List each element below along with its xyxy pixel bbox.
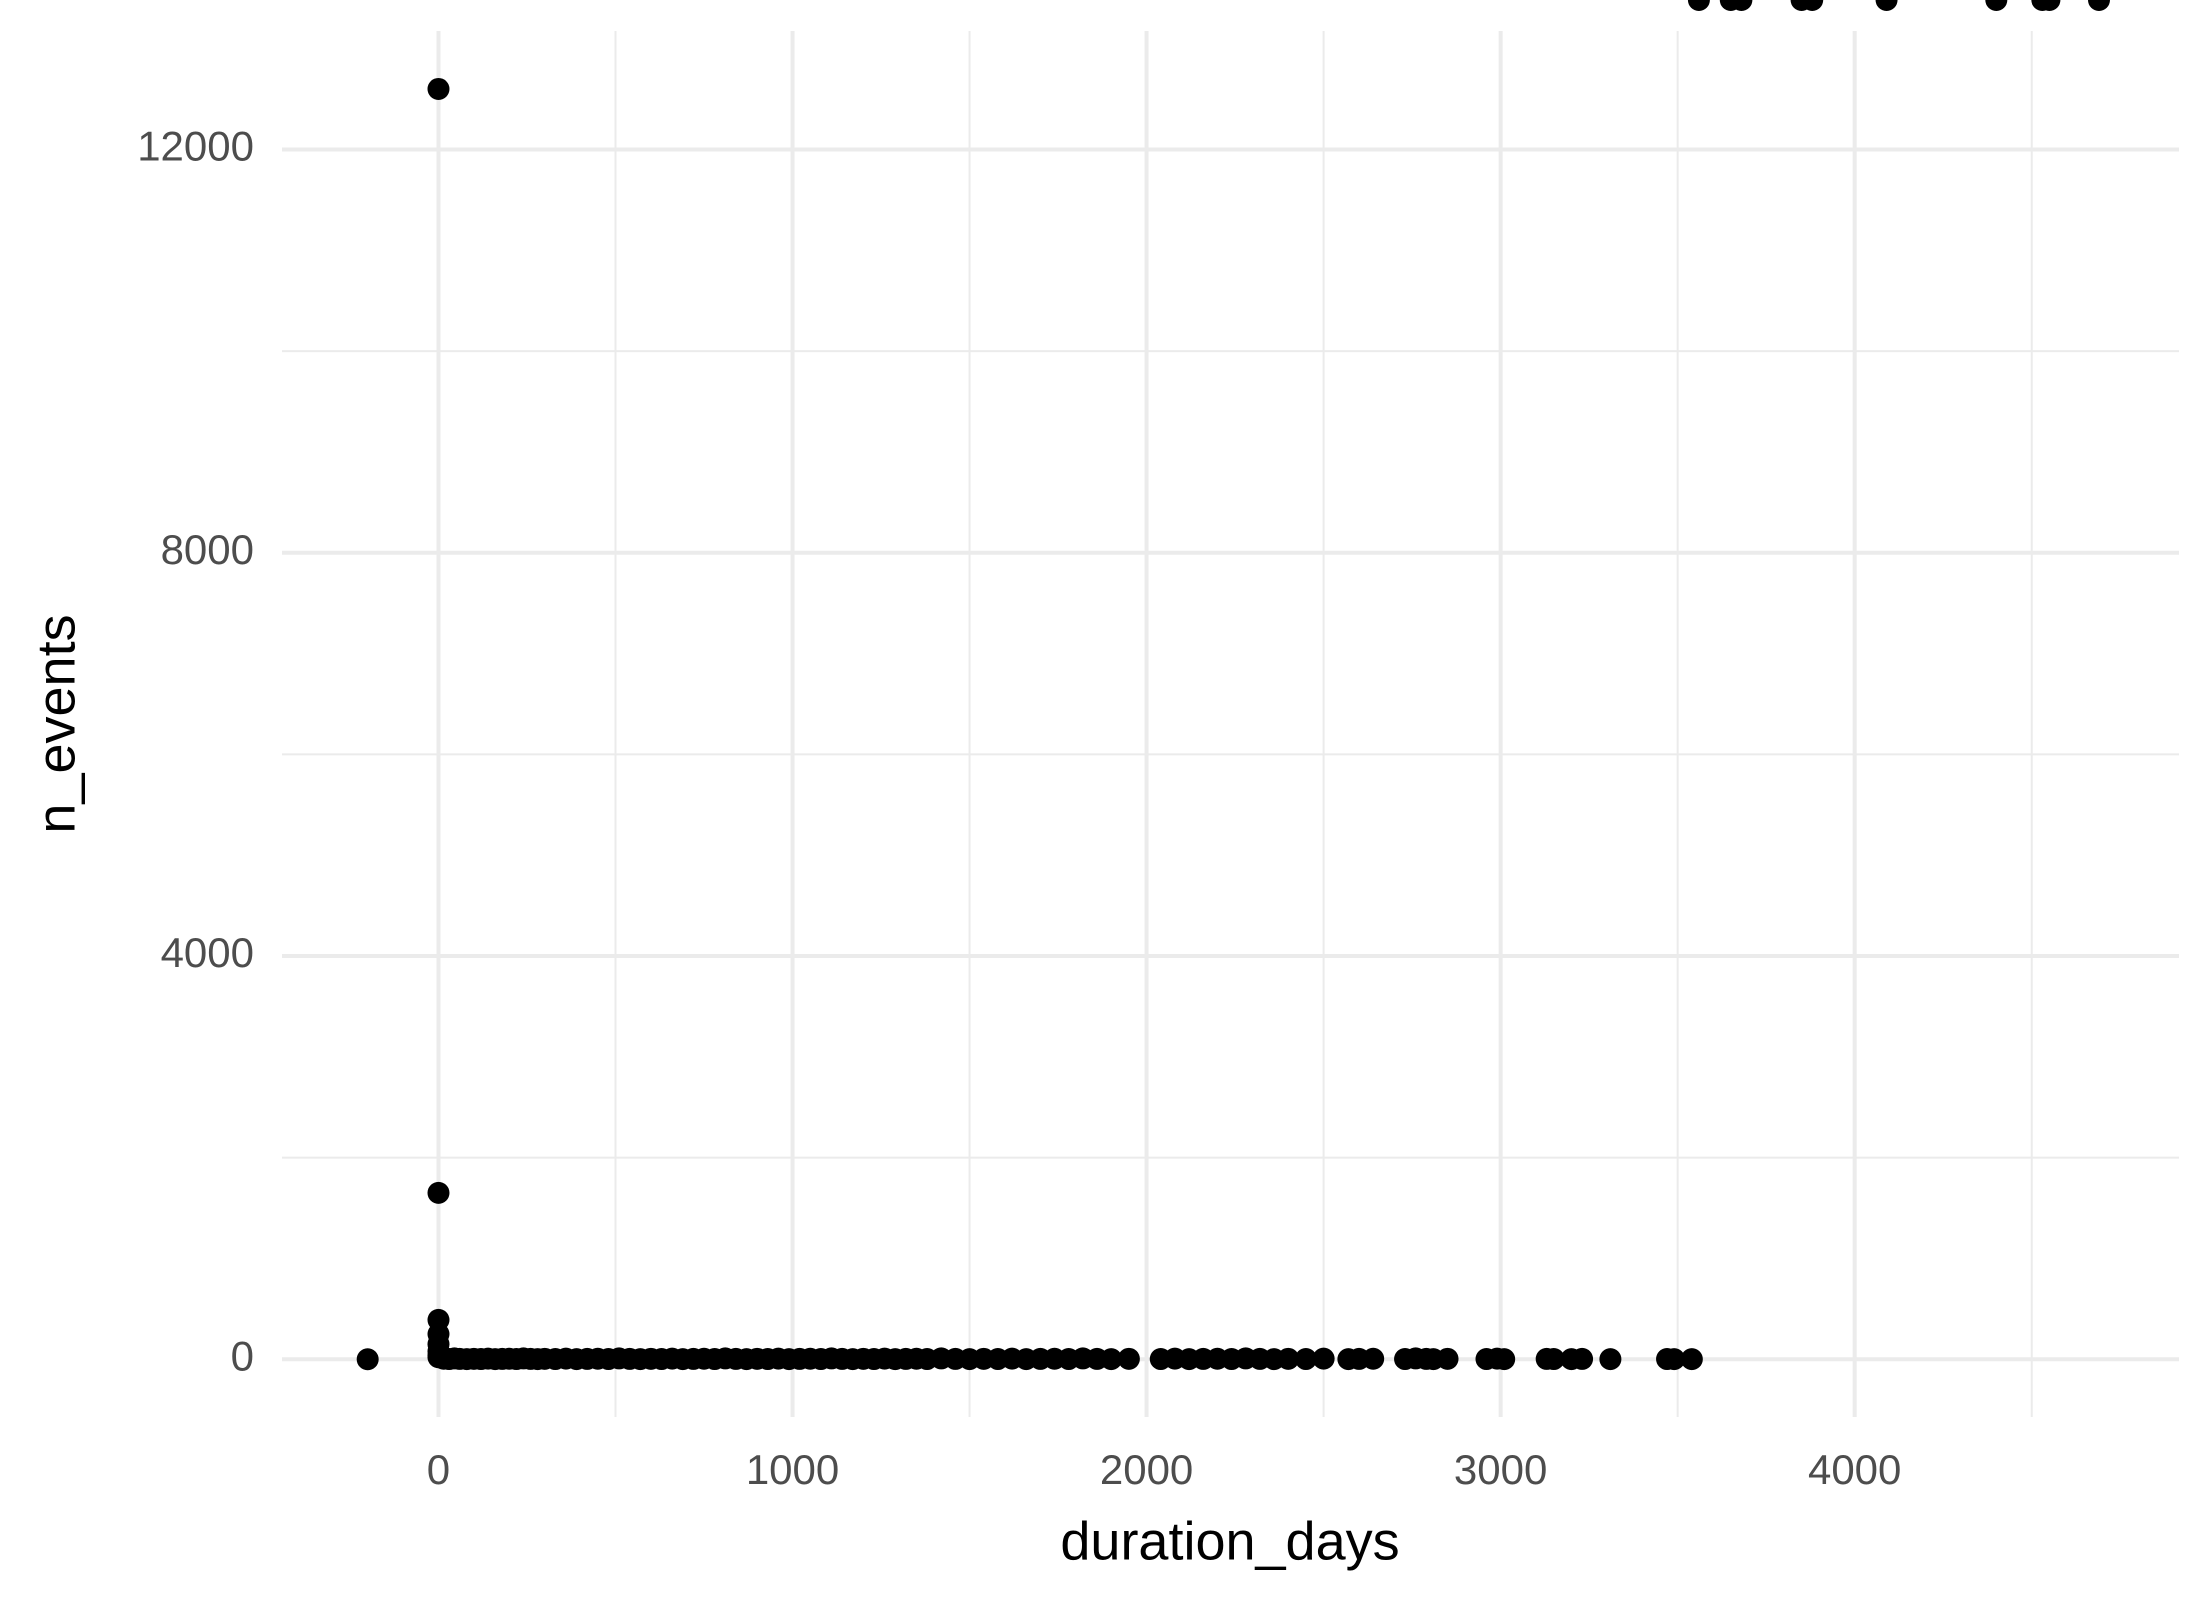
point [1100, 1348, 1123, 1371]
point [1801, 0, 1824, 11]
point [1875, 0, 1898, 11]
x-axis-title: duration_days [1060, 1511, 1399, 1571]
point [1277, 1347, 1300, 1370]
point [1117, 1347, 1140, 1370]
point [1663, 1348, 1686, 1371]
point [1493, 1348, 1516, 1371]
point [1680, 1348, 1703, 1371]
y-tick-label: 0 [231, 1332, 254, 1379]
x-tick-label: 1000 [746, 1446, 839, 1493]
point [1436, 1347, 1459, 1370]
x-tick-label: 2000 [1100, 1446, 1193, 1493]
point [1312, 1347, 1335, 1370]
point [1599, 1348, 1622, 1371]
x-tick-label: 4000 [1808, 1446, 1901, 1493]
point [2038, 0, 2061, 11]
point [1687, 0, 1710, 11]
point [1294, 1348, 1317, 1371]
point [427, 77, 450, 100]
point [2087, 0, 2110, 11]
point [1362, 1347, 1385, 1370]
y-tick-label: 8000 [161, 526, 254, 573]
y-tick-label: 12000 [137, 123, 254, 170]
y-tick-label: 4000 [161, 929, 254, 976]
point [1571, 1347, 1594, 1370]
x-tick-label: 0 [427, 1446, 450, 1493]
point [1985, 0, 2008, 11]
point [356, 1348, 379, 1371]
x-tick-label: 3000 [1454, 1446, 1547, 1493]
point [1730, 0, 1753, 11]
y-axis-title: n_events [26, 614, 86, 833]
point [1542, 1348, 1565, 1371]
point [427, 1181, 450, 1204]
points [356, 0, 2110, 1371]
